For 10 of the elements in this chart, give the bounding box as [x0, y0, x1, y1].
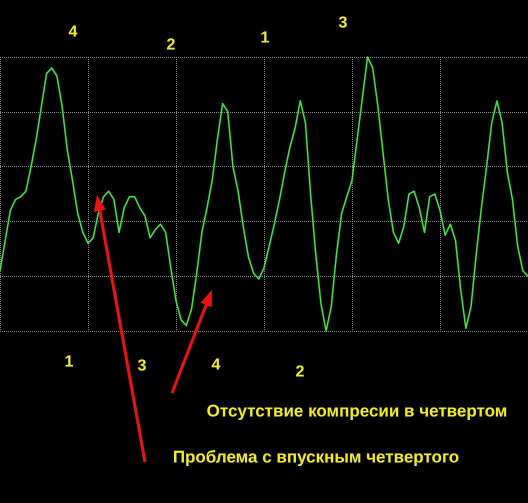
text: 1 [64, 354, 74, 370]
text: Отсутствие компресии в четвертом [206, 402, 508, 420]
text: 2 [296, 364, 305, 380]
text: 4 [212, 356, 221, 374]
text: Проблема с впускным четвертого [172, 448, 460, 466]
text: 3 [138, 358, 147, 374]
text: 1 [260, 30, 270, 46]
text: 3 [338, 14, 348, 32]
text: 4 [68, 24, 78, 40]
text: 2 [166, 36, 176, 54]
